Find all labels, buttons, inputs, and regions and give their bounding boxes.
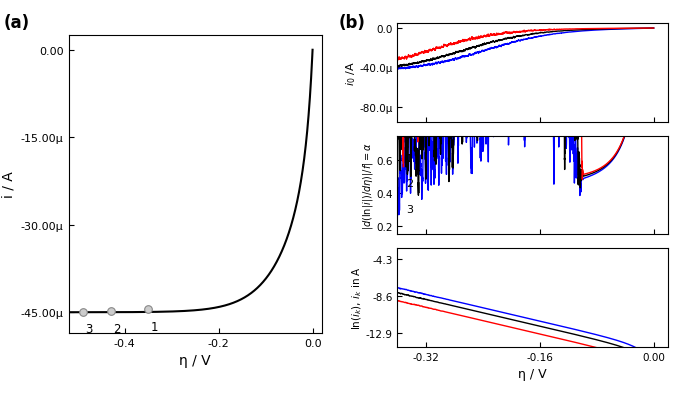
X-axis label: η / V: η / V	[179, 353, 211, 367]
Y-axis label: i / A: i / A	[1, 171, 15, 198]
Y-axis label: $\ln(i_k)$, $i_k$ in A: $\ln(i_k)$, $i_k$ in A	[351, 266, 364, 330]
Text: 3: 3	[406, 205, 413, 215]
Text: (a): (a)	[3, 14, 29, 32]
Y-axis label: $| d(\ln|i|)/d\eta)|/f | = \alpha$: $| d(\ln|i|)/d\eta)|/f | = \alpha$	[360, 142, 375, 229]
Text: (b): (b)	[339, 14, 366, 32]
Text: 1: 1	[406, 154, 413, 164]
Text: 3: 3	[85, 322, 92, 335]
Y-axis label: $i_0$ /A: $i_0$ /A	[344, 61, 358, 86]
Text: 2: 2	[406, 178, 413, 188]
Text: 1: 1	[151, 320, 158, 333]
X-axis label: η / V: η / V	[519, 367, 547, 380]
Text: 2: 2	[113, 322, 121, 335]
